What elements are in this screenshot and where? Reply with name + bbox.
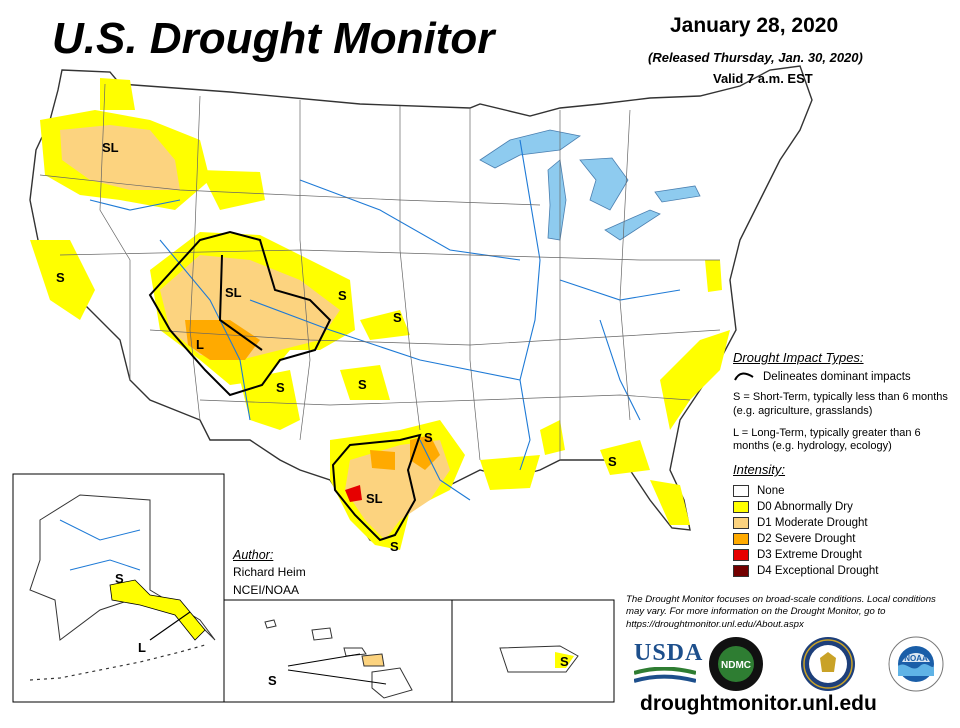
label-hawaii: S [268, 673, 277, 688]
hawaii-islands [264, 619, 413, 699]
valid-time: Valid 7 a.m. EST [713, 71, 813, 86]
swatch-d0 [733, 501, 749, 513]
usda-hills-icon [633, 666, 697, 683]
legend-d1: D1 Moderate Drought [733, 515, 953, 531]
label-florida: S [608, 454, 617, 469]
ndmc-logo: NDMC [709, 637, 763, 691]
label-puerto-rico: S [560, 654, 569, 669]
map-date: January 28, 2020 [670, 14, 839, 37]
author-block: Author: Richard Heim NCEI/NOAA [233, 546, 306, 599]
release-date: (Released Thursday, Jan. 30, 2020) [648, 50, 863, 65]
author-org: NCEI/NOAA [233, 582, 300, 597]
swatch-d4 [733, 565, 749, 577]
legend-d3: D3 Extreme Drought [733, 547, 953, 563]
delineates-label: Delineates dominant impacts [763, 371, 911, 383]
d3-area [345, 485, 362, 502]
label-colorado: SL [225, 285, 242, 300]
puerto-rico-d0 [555, 652, 574, 668]
page-title: U.S. Drought Monitor [52, 14, 495, 63]
legend-label-d0: D0 Abnormally Dry [757, 501, 853, 513]
lake-superior [479, 129, 581, 169]
label-alaska-s: S [115, 571, 124, 586]
delineates-row: Delineates dominant impacts [733, 371, 953, 383]
legend-none: None [733, 483, 953, 499]
label-california: S [56, 270, 65, 285]
legend-label-d1: D1 Moderate Drought [757, 517, 868, 529]
legend-label-d4: D4 Exceptional Drought [757, 565, 879, 577]
long-term-note: L = Long-Term, typically greater than 6 … [733, 426, 921, 453]
author-name: Richard Heim [233, 565, 306, 580]
impact-line-icon [734, 372, 754, 381]
state-boundaries [39, 83, 721, 461]
impact-lines [148, 230, 422, 542]
author-heading: Author: [233, 548, 274, 562]
alaska-rivers [59, 519, 141, 571]
label-kansas-west: S [338, 288, 347, 303]
legend-label-d2: D2 Severe Drought [757, 533, 856, 545]
label-texas-south: S [390, 539, 399, 554]
swatch-none [733, 485, 749, 497]
noaa-logo-text: NOAA [904, 654, 928, 663]
label-kansas-east: S [393, 310, 402, 325]
d2-areas [185, 320, 440, 470]
alaska-islands [29, 644, 206, 681]
alaska-pointer [149, 611, 191, 641]
lake-erie [604, 209, 661, 241]
swatch-d3 [733, 549, 749, 561]
usda-logo-text: USDA [634, 640, 704, 666]
website-url[interactable]: droughtmonitor.unl.edu [640, 692, 877, 715]
legend-label-d3: D3 Extreme Drought [757, 549, 862, 561]
label-oregon: SL [102, 140, 119, 155]
label-alaska-l: L [138, 640, 146, 655]
label-newmexico-south: S [276, 380, 285, 395]
legend: Drought Impact Types: Delineates dominan… [733, 350, 953, 579]
alaska-d0 [109, 579, 206, 641]
label-oklahoma: S [358, 377, 367, 392]
short-term-note: S = Short-Term, typically less than 6 mo… [733, 391, 948, 417]
swatch-d1 [733, 517, 749, 529]
legend-d2: D2 Severe Drought [733, 531, 953, 547]
label-arizona: L [196, 337, 204, 352]
usda-logo: USDA [633, 640, 704, 694]
lake-ontario [654, 185, 701, 203]
noaa-logo: NOAA [888, 636, 944, 692]
legend-label-none: None [757, 485, 785, 497]
label-texas-ne: S [424, 430, 433, 445]
commerce-seal [801, 637, 855, 691]
disclaimer: The Drought Monitor focuses on broad-sca… [626, 594, 936, 630]
legend-d0: D0 Abnormally Dry [733, 499, 953, 515]
ndmc-logo-text: NDMC [721, 660, 751, 671]
hawaii-inset [223, 599, 453, 703]
swatch-d2 [733, 533, 749, 545]
impact-types-heading: Drought Impact Types: [733, 350, 864, 365]
label-texas-central: SL [366, 491, 383, 506]
legend-d4: D4 Exceptional Drought [733, 563, 953, 579]
lake-huron [579, 157, 629, 211]
hawaii-pointers [287, 653, 387, 685]
intensity-heading: Intensity: [733, 462, 786, 477]
